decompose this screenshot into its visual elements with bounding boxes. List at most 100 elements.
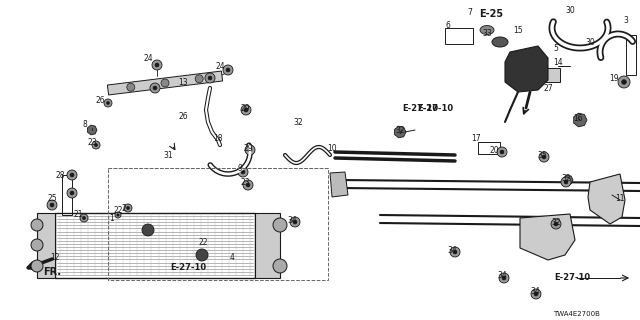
Circle shape bbox=[155, 63, 159, 67]
Circle shape bbox=[205, 73, 215, 83]
Text: 15: 15 bbox=[513, 26, 523, 35]
Polygon shape bbox=[505, 46, 548, 92]
Text: 12: 12 bbox=[51, 253, 60, 262]
Polygon shape bbox=[395, 126, 406, 138]
Bar bbox=[544, 68, 560, 82]
Text: 32: 32 bbox=[293, 117, 303, 126]
Circle shape bbox=[127, 206, 130, 210]
Polygon shape bbox=[108, 71, 223, 95]
Circle shape bbox=[196, 249, 208, 261]
Text: 34: 34 bbox=[530, 287, 540, 297]
Circle shape bbox=[554, 222, 558, 226]
Circle shape bbox=[127, 83, 135, 91]
Text: 16: 16 bbox=[573, 114, 583, 123]
Circle shape bbox=[124, 204, 132, 212]
Circle shape bbox=[273, 259, 287, 273]
Text: 32: 32 bbox=[551, 218, 561, 227]
Text: 35: 35 bbox=[537, 150, 547, 159]
Text: 8: 8 bbox=[83, 119, 88, 129]
Text: 2: 2 bbox=[122, 204, 126, 212]
Text: FR.: FR. bbox=[43, 267, 61, 277]
Text: 24: 24 bbox=[143, 53, 153, 62]
Text: 23: 23 bbox=[87, 138, 97, 147]
Text: 22: 22 bbox=[198, 237, 208, 246]
Polygon shape bbox=[573, 113, 587, 127]
Text: E-27-10: E-27-10 bbox=[417, 103, 453, 113]
Circle shape bbox=[70, 173, 74, 177]
Ellipse shape bbox=[480, 26, 494, 35]
Circle shape bbox=[195, 75, 204, 83]
Text: 3: 3 bbox=[623, 15, 628, 25]
Circle shape bbox=[453, 250, 457, 254]
Circle shape bbox=[246, 183, 250, 187]
Text: 25: 25 bbox=[47, 194, 57, 203]
Text: 13: 13 bbox=[178, 77, 188, 86]
Text: 4: 4 bbox=[230, 253, 234, 262]
Circle shape bbox=[83, 216, 86, 220]
Text: 10: 10 bbox=[327, 143, 337, 153]
Circle shape bbox=[226, 68, 230, 72]
Text: 20: 20 bbox=[489, 146, 499, 155]
Circle shape bbox=[31, 239, 43, 251]
Circle shape bbox=[290, 217, 300, 227]
Circle shape bbox=[502, 276, 506, 280]
Circle shape bbox=[150, 83, 160, 93]
Circle shape bbox=[31, 219, 43, 231]
Bar bbox=[626, 35, 636, 75]
Text: 33: 33 bbox=[482, 28, 492, 37]
Circle shape bbox=[152, 60, 162, 70]
Circle shape bbox=[117, 214, 119, 216]
Circle shape bbox=[241, 105, 251, 115]
Text: E-27-10: E-27-10 bbox=[402, 103, 438, 113]
Circle shape bbox=[450, 247, 460, 257]
Circle shape bbox=[561, 177, 571, 187]
Polygon shape bbox=[88, 125, 97, 135]
Circle shape bbox=[618, 76, 630, 88]
Circle shape bbox=[208, 76, 212, 80]
Circle shape bbox=[238, 167, 248, 177]
Text: 5: 5 bbox=[554, 44, 559, 52]
Circle shape bbox=[539, 152, 549, 162]
Circle shape bbox=[67, 188, 77, 198]
Text: E-27-10: E-27-10 bbox=[170, 263, 206, 273]
Text: E-27-10: E-27-10 bbox=[554, 274, 590, 283]
Circle shape bbox=[273, 218, 287, 232]
Circle shape bbox=[70, 191, 74, 195]
Circle shape bbox=[92, 141, 100, 149]
Circle shape bbox=[142, 224, 154, 236]
Circle shape bbox=[293, 220, 297, 224]
Circle shape bbox=[67, 170, 77, 180]
Circle shape bbox=[115, 212, 121, 218]
Text: 26: 26 bbox=[178, 111, 188, 121]
Circle shape bbox=[161, 79, 169, 87]
Polygon shape bbox=[563, 175, 573, 185]
Bar bbox=[55, 213, 255, 278]
Circle shape bbox=[243, 180, 253, 190]
Bar bbox=[445, 28, 473, 44]
Text: 19: 19 bbox=[609, 74, 619, 83]
Bar bbox=[62, 175, 72, 215]
Circle shape bbox=[104, 99, 112, 107]
Text: 27: 27 bbox=[543, 84, 553, 92]
Text: 14: 14 bbox=[553, 58, 563, 67]
Circle shape bbox=[106, 101, 109, 105]
Circle shape bbox=[499, 273, 509, 283]
Circle shape bbox=[564, 180, 568, 184]
Text: 23: 23 bbox=[240, 178, 250, 187]
Circle shape bbox=[80, 214, 88, 222]
Polygon shape bbox=[330, 172, 348, 197]
Text: TWA4E2700B: TWA4E2700B bbox=[553, 311, 600, 317]
Text: 9: 9 bbox=[237, 164, 243, 172]
Text: 34: 34 bbox=[497, 270, 507, 279]
Circle shape bbox=[500, 150, 504, 154]
Bar bbox=[478, 142, 500, 154]
Text: 7: 7 bbox=[468, 7, 472, 17]
Circle shape bbox=[153, 86, 157, 90]
Circle shape bbox=[95, 143, 98, 147]
Text: 6: 6 bbox=[445, 20, 451, 29]
Circle shape bbox=[542, 155, 546, 159]
Circle shape bbox=[244, 108, 248, 112]
Text: 1: 1 bbox=[109, 213, 115, 222]
Text: 11: 11 bbox=[615, 194, 625, 203]
Text: 31: 31 bbox=[163, 150, 173, 159]
